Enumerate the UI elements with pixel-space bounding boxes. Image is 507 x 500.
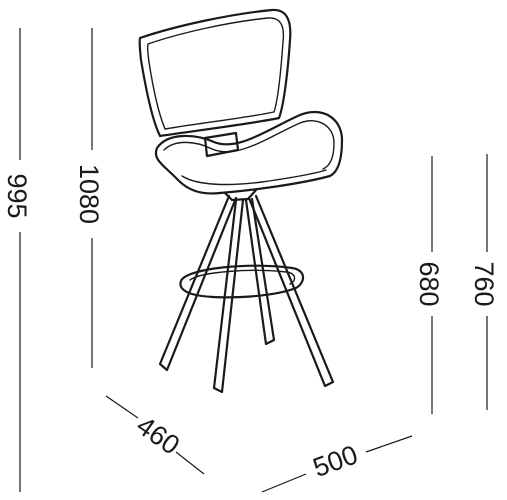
dimension-500: 500 [261,435,413,493]
dimension-500-label: 500 [309,439,362,483]
seat [154,110,344,195]
backrest [138,8,292,138]
legs [158,194,335,394]
bar-stool-illustration [138,8,344,394]
dimension-680: 680 [414,156,444,414]
dimension-995: 995 [2,28,32,492]
dimension-760: 760 [469,154,499,410]
dimension-680-label: 680 [414,261,444,306]
dimension-1080-label: 1080 [74,164,104,224]
dimension-995-label: 995 [2,173,32,218]
dimension-460: 460 [105,395,205,475]
footrest-ring [179,264,305,299]
dimension-760-label: 760 [469,261,499,306]
dimension-1080: 1080 [74,28,104,368]
